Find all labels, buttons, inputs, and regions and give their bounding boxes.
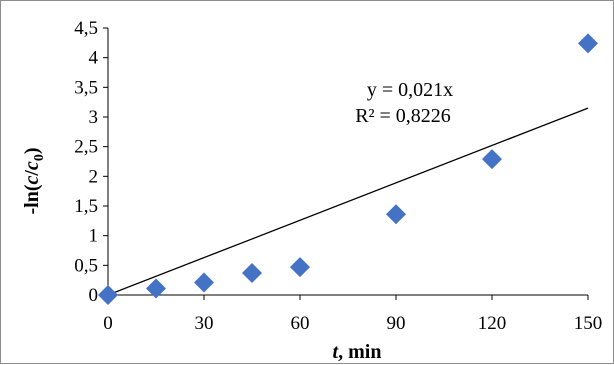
- y-tick-label: 4: [89, 48, 99, 69]
- data-point: [98, 285, 118, 305]
- data-point: [578, 33, 598, 54]
- trendline-equation: y = 0,021x: [367, 79, 453, 101]
- data-point: [146, 278, 166, 299]
- x-tick-label: 90: [387, 313, 406, 334]
- data-point: [482, 149, 502, 170]
- y-tick-label: 2: [89, 166, 99, 187]
- x-axis-title-unit: , min: [338, 341, 381, 363]
- y-tick-label: 0: [89, 285, 99, 306]
- x-tick-label: 120: [478, 313, 507, 334]
- y-tick-label: 2,5: [74, 137, 98, 158]
- y-axis-title-c: c: [21, 176, 43, 185]
- trendline: [107, 107, 589, 296]
- data-point: [290, 257, 310, 278]
- x-ticks: 0 30 60 90 120 150: [103, 295, 602, 334]
- y-tick-label: 1: [89, 226, 99, 247]
- x-tick-label: 30: [195, 313, 214, 334]
- x-tick-label: 0: [103, 313, 113, 334]
- data-point: [386, 204, 406, 225]
- x-axis-title-var: t: [333, 341, 340, 363]
- y-axis-title-post: ): [21, 147, 43, 154]
- data-points: [98, 33, 598, 305]
- data-point: [194, 272, 214, 293]
- y-axis-title: -ln(c/c0): [21, 147, 47, 214]
- y-axis-title-sub: 0: [32, 154, 47, 161]
- x-tick-label: 60: [291, 313, 310, 334]
- trendline-r2: R² = 0,8226: [355, 105, 451, 127]
- y-tick-label: 1,5: [74, 196, 98, 217]
- y-axis-title-pre: -ln(: [21, 184, 43, 214]
- y-axis-title-c0: c: [21, 161, 43, 170]
- y-tick-label: 4,5: [74, 18, 98, 39]
- y-tick-label: 0,5: [74, 255, 98, 276]
- y-tick-label: 3,5: [74, 77, 98, 98]
- data-point: [242, 263, 262, 284]
- y-axis-title-slash: /: [21, 170, 43, 177]
- axes: [107, 28, 588, 296]
- x-tick-label: 150: [574, 313, 603, 334]
- y-ticks: 0 0,5 1 1,5 2 2,5 3 3,5 4 4,5: [74, 18, 108, 306]
- y-tick-label: 3: [89, 107, 99, 128]
- x-axis-title: t, min: [333, 341, 382, 363]
